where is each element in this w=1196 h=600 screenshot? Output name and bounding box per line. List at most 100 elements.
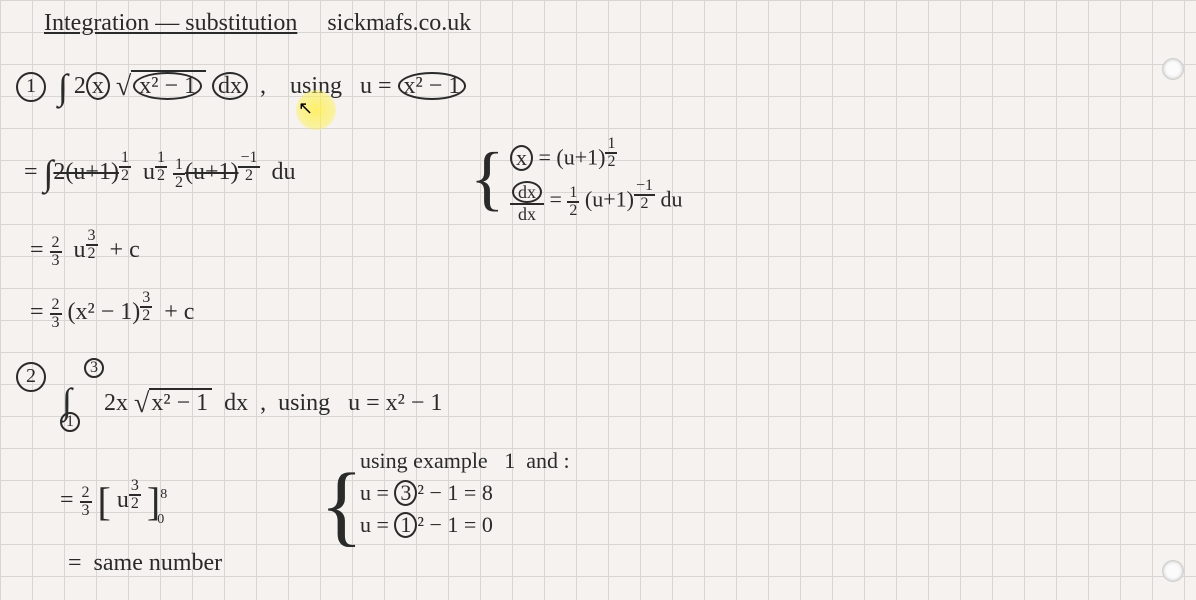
- exp-num: 1: [605, 136, 617, 154]
- sub-dx-line: dxdx = 12 (u+1)−12 du: [510, 178, 683, 223]
- lbracket: [: [98, 479, 111, 524]
- exp-den: 2: [140, 308, 152, 324]
- integral-sign: ∫: [44, 153, 54, 193]
- sub-brace: {: [470, 150, 505, 209]
- radical-icon: [116, 73, 131, 99]
- eq: =: [30, 237, 44, 263]
- du: du: [661, 187, 683, 212]
- ex2-upper-limit: 3: [84, 358, 104, 378]
- notebook-hole: [1162, 560, 1184, 582]
- half-den: 2: [567, 203, 579, 219]
- base: (x² − 1): [68, 299, 141, 325]
- u-eq: u =: [360, 512, 389, 537]
- ex2-brace-line0: using example 1 and :: [360, 448, 570, 474]
- exp-num: −1: [634, 178, 655, 196]
- u-eq: u =: [360, 480, 389, 505]
- dx-over: dx: [510, 205, 544, 223]
- comma: ,: [260, 73, 266, 99]
- dx-circled: dx: [512, 181, 542, 203]
- eval-lower: 0: [157, 512, 164, 527]
- half-num: 1: [173, 157, 185, 175]
- plus-c: + c: [110, 237, 140, 263]
- coeff-den: 3: [80, 503, 92, 519]
- coeff: 2: [74, 73, 86, 99]
- sqrt-arg: x² − 1: [149, 388, 212, 417]
- lower-limit-circled: 1: [60, 412, 80, 432]
- exp-den: 2: [86, 246, 98, 262]
- exp-den: 2: [129, 496, 141, 512]
- page-title: Integration — substitution sickmafs.co.u…: [44, 10, 471, 37]
- ex2-brace-line2: u = 1² − 1 = 0: [360, 512, 493, 538]
- exp-den: 2: [119, 168, 131, 184]
- dx-circled: dx: [212, 72, 248, 100]
- x-expr: = (u+1): [539, 145, 606, 170]
- u: u: [117, 487, 129, 513]
- title-text: Integration — substitution: [44, 10, 297, 36]
- x-circled: x: [86, 72, 110, 100]
- ex2-number-circled: 2: [16, 362, 46, 392]
- comma: ,: [260, 390, 266, 416]
- rest: ² − 1 = 0: [417, 512, 492, 537]
- plus-c: + c: [164, 299, 194, 325]
- ex-ref: 1: [504, 448, 515, 473]
- ex1-step1: = ∫2(u+1)12 u12 12(u+1)−12 du: [24, 150, 296, 194]
- sqrt-arg-circled: x² − 1: [133, 72, 202, 100]
- same-number: same number: [94, 550, 223, 576]
- ex1-step2: = 23 u32 + c: [30, 228, 140, 269]
- ex2-integrand: 2x x² − 1 dx , using u = x² − 1: [104, 388, 442, 420]
- exp-num: 3: [86, 228, 98, 246]
- using-word: using: [290, 73, 342, 99]
- eq: =: [68, 550, 82, 576]
- ex2-lower-limit: 1: [60, 412, 80, 432]
- ex2-brace-line1: u = 3² − 1 = 8: [360, 480, 493, 506]
- coeff-num: 2: [50, 297, 62, 315]
- ex2-brace: {: [320, 470, 363, 542]
- exp-num: −1: [238, 150, 259, 168]
- u-def-circled: x² − 1: [398, 72, 467, 100]
- eval-upper: 8: [160, 487, 167, 502]
- sub-x-line: x = (u+1)12: [510, 136, 617, 171]
- dx: dx: [224, 390, 248, 416]
- exp-num: 1: [155, 150, 167, 168]
- ex2-step2: = same number: [68, 550, 222, 577]
- site-text: sickmafs.co.uk: [327, 10, 471, 36]
- coeff-num: 2: [80, 485, 92, 503]
- exp-den: 2: [605, 154, 617, 170]
- u-term: u: [143, 159, 155, 185]
- using-word: using: [278, 390, 330, 416]
- ex1-step3: = 23 (x² − 1)32 + c: [30, 290, 194, 331]
- coeff-den: 3: [50, 315, 62, 331]
- u-eq: u =: [360, 73, 392, 99]
- coeff-den: 3: [50, 253, 62, 269]
- half-num: 1: [567, 185, 579, 203]
- integral-sign: ∫: [58, 67, 68, 107]
- val-1-circled: 1: [394, 512, 417, 538]
- left-brace-icon: {: [320, 456, 363, 555]
- half-den: 2: [173, 175, 185, 191]
- coeff-num: 2: [50, 235, 62, 253]
- radical-icon: [134, 390, 149, 416]
- exp-den: 2: [238, 168, 259, 184]
- du: du: [272, 159, 296, 185]
- exp-num: 1: [119, 150, 131, 168]
- term-c-strike: (u+1): [185, 159, 239, 185]
- ex2-step1: = 23 [ u32 ]80: [60, 478, 174, 525]
- u-eq: u = x² − 1: [348, 390, 442, 416]
- exp-num: 3: [129, 478, 141, 496]
- using-example: using example: [360, 448, 488, 473]
- notebook-hole: [1162, 58, 1184, 80]
- u: u: [74, 237, 86, 263]
- exp-num: 3: [140, 290, 152, 308]
- exp-den: 2: [634, 196, 655, 212]
- eq: =: [550, 187, 562, 212]
- ex2-number: 2: [16, 362, 46, 392]
- term-a-strike: 2(u+1): [53, 159, 119, 185]
- x-circled: x: [510, 145, 533, 171]
- dx-expr: (u+1): [585, 187, 634, 212]
- val-3-circled: 3: [394, 480, 417, 506]
- eq: =: [30, 299, 44, 325]
- ex1-number-circled: 1: [16, 72, 46, 102]
- exp-den: 2: [155, 168, 167, 184]
- left-brace-icon: {: [470, 138, 505, 218]
- rest: ² − 1 = 8: [417, 480, 492, 505]
